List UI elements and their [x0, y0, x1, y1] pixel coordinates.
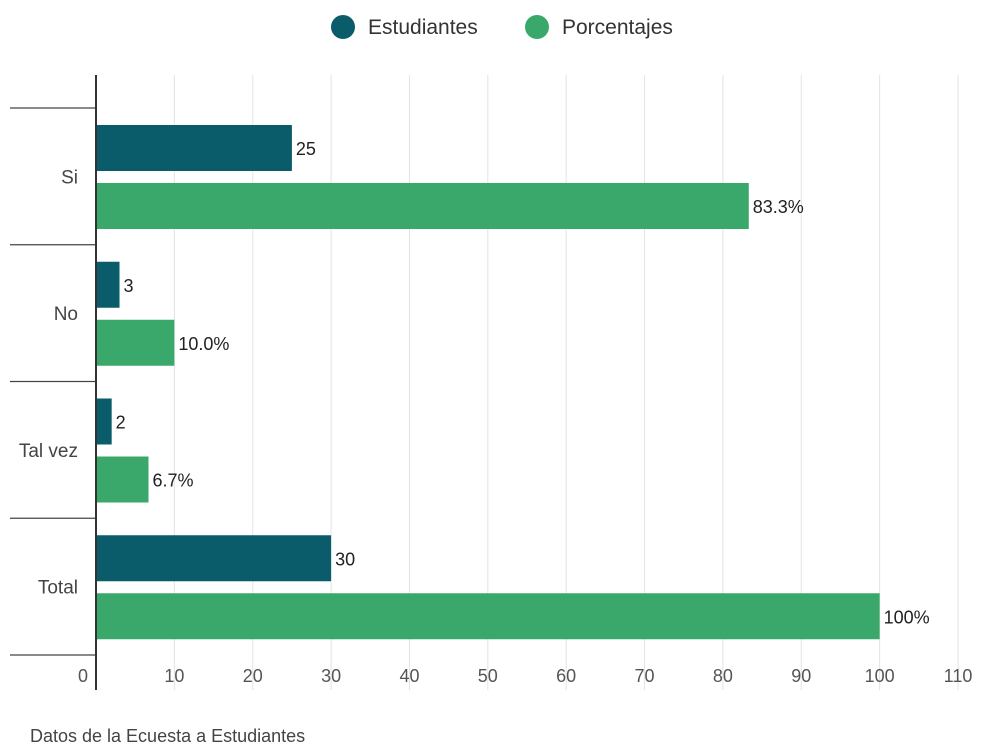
legend-dot-estudiantes: [331, 15, 355, 39]
value-label: 3: [124, 276, 134, 296]
value-label: 83.3%: [753, 197, 804, 217]
x-tick-label: 0: [78, 666, 88, 686]
x-tick-label: 50: [478, 666, 498, 686]
value-label: 100%: [884, 607, 930, 627]
value-label: 10.0%: [178, 334, 229, 354]
bar-porcentajes-total: [96, 593, 880, 640]
legend-dot-porcentajes: [525, 15, 549, 39]
x-tick-label: 90: [791, 666, 811, 686]
category-label: Total: [38, 578, 78, 599]
bar-estudiantes-tal-vez: [96, 398, 112, 445]
gridlines: [173, 75, 959, 690]
bar-estudiantes-no: [96, 261, 120, 308]
bar-estudiantes-total: [96, 535, 332, 582]
x-tick-label: 30: [321, 666, 341, 686]
bar-porcentajes-tal-vez: [96, 456, 149, 503]
x-tick-label: 80: [713, 666, 733, 686]
bar-porcentajes-no: [96, 319, 175, 366]
category-label: Si: [61, 167, 78, 188]
chart-caption: Datos de la Ecuesta a Estudiantes: [30, 726, 305, 746]
bars: [96, 125, 880, 640]
x-tick-label: 20: [243, 666, 263, 686]
x-tick-label: 100: [865, 666, 895, 686]
value-label: 6.7%: [153, 471, 194, 491]
category-label: No: [54, 304, 78, 325]
x-tick-label: 40: [399, 666, 419, 686]
legend-label-porcentajes: Porcentajes: [562, 16, 673, 39]
bar-porcentajes-si: [96, 183, 749, 229]
x-tick-label: 70: [635, 666, 655, 686]
category-label: Tal vez: [19, 441, 78, 462]
x-tick-label: 10: [164, 666, 184, 686]
legend: Estudiantes Porcentajes: [331, 15, 673, 39]
value-label: 30: [335, 549, 355, 569]
value-label: 25: [296, 139, 316, 159]
value-labels: 25 83.3% 3 10.0% 2 6.7% 30 100%: [116, 139, 930, 627]
category-labels: Si No Tal vez Total: [19, 167, 78, 598]
x-tick-labels: 0 10 20 30 40 50 60 70 80 90 100 110: [78, 666, 972, 686]
x-tick-label: 60: [556, 666, 576, 686]
category-separators: [10, 107, 96, 656]
bar-estudiantes-si: [96, 125, 292, 171]
x-tick-label: 110: [944, 666, 973, 686]
value-label: 2: [116, 413, 126, 433]
legend-label-estudiantes: Estudiantes: [368, 16, 478, 39]
